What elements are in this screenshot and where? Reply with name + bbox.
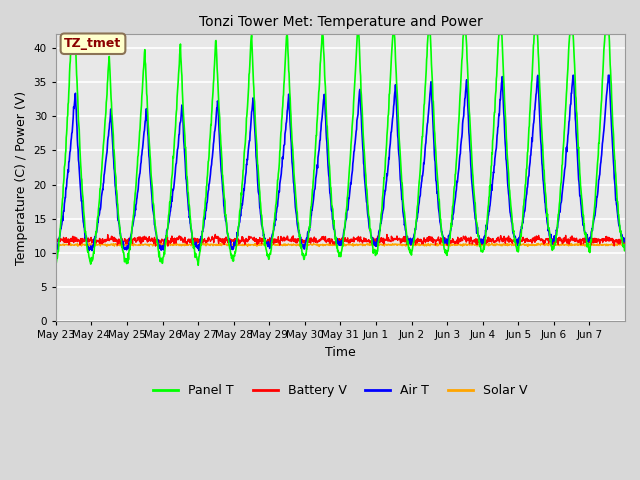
Battery V — [141, 236, 148, 242]
Battery V — [476, 238, 483, 244]
Solar V — [515, 244, 522, 250]
Air T — [141, 118, 149, 124]
Battery V — [211, 231, 219, 237]
Panel T — [326, 176, 334, 181]
Title: Tonzi Tower Met: Temperature and Power: Tonzi Tower Met: Temperature and Power — [198, 15, 483, 29]
Panel T — [476, 238, 483, 243]
Panel T — [141, 59, 149, 65]
Panel T — [621, 242, 629, 248]
Battery V — [621, 238, 629, 243]
Line: Solar V: Solar V — [56, 243, 625, 247]
Panel T — [195, 263, 202, 268]
Battery V — [316, 238, 323, 244]
Panel T — [52, 257, 60, 263]
Panel T — [316, 81, 323, 86]
Battery V — [52, 239, 60, 244]
X-axis label: Time: Time — [325, 346, 356, 359]
Air T — [475, 233, 483, 239]
Air T — [52, 247, 60, 253]
Air T — [621, 236, 629, 241]
Air T — [316, 147, 323, 153]
Solar V — [614, 241, 622, 247]
Solar V — [326, 242, 333, 248]
Air T — [614, 217, 622, 223]
Solar V — [621, 242, 629, 248]
Battery V — [152, 243, 159, 249]
Solar V — [488, 240, 496, 246]
Air T — [85, 248, 93, 253]
Battery V — [559, 240, 566, 246]
Text: TZ_tmet: TZ_tmet — [65, 37, 122, 50]
Solar V — [475, 241, 483, 247]
Panel T — [614, 212, 622, 217]
Line: Panel T: Panel T — [56, 35, 625, 265]
Air T — [559, 185, 566, 191]
Air T — [534, 72, 541, 78]
Panel T — [68, 32, 76, 37]
Line: Battery V: Battery V — [56, 234, 625, 246]
Battery V — [614, 241, 622, 247]
Panel T — [559, 152, 566, 158]
Solar V — [52, 242, 60, 248]
Battery V — [326, 241, 334, 247]
Solar V — [559, 241, 566, 247]
Solar V — [315, 242, 323, 248]
Y-axis label: Temperature (C) / Power (V): Temperature (C) / Power (V) — [15, 91, 28, 265]
Line: Air T: Air T — [56, 75, 625, 251]
Air T — [326, 190, 333, 196]
Legend: Panel T, Battery V, Air T, Solar V: Panel T, Battery V, Air T, Solar V — [148, 379, 532, 402]
Solar V — [141, 241, 148, 247]
